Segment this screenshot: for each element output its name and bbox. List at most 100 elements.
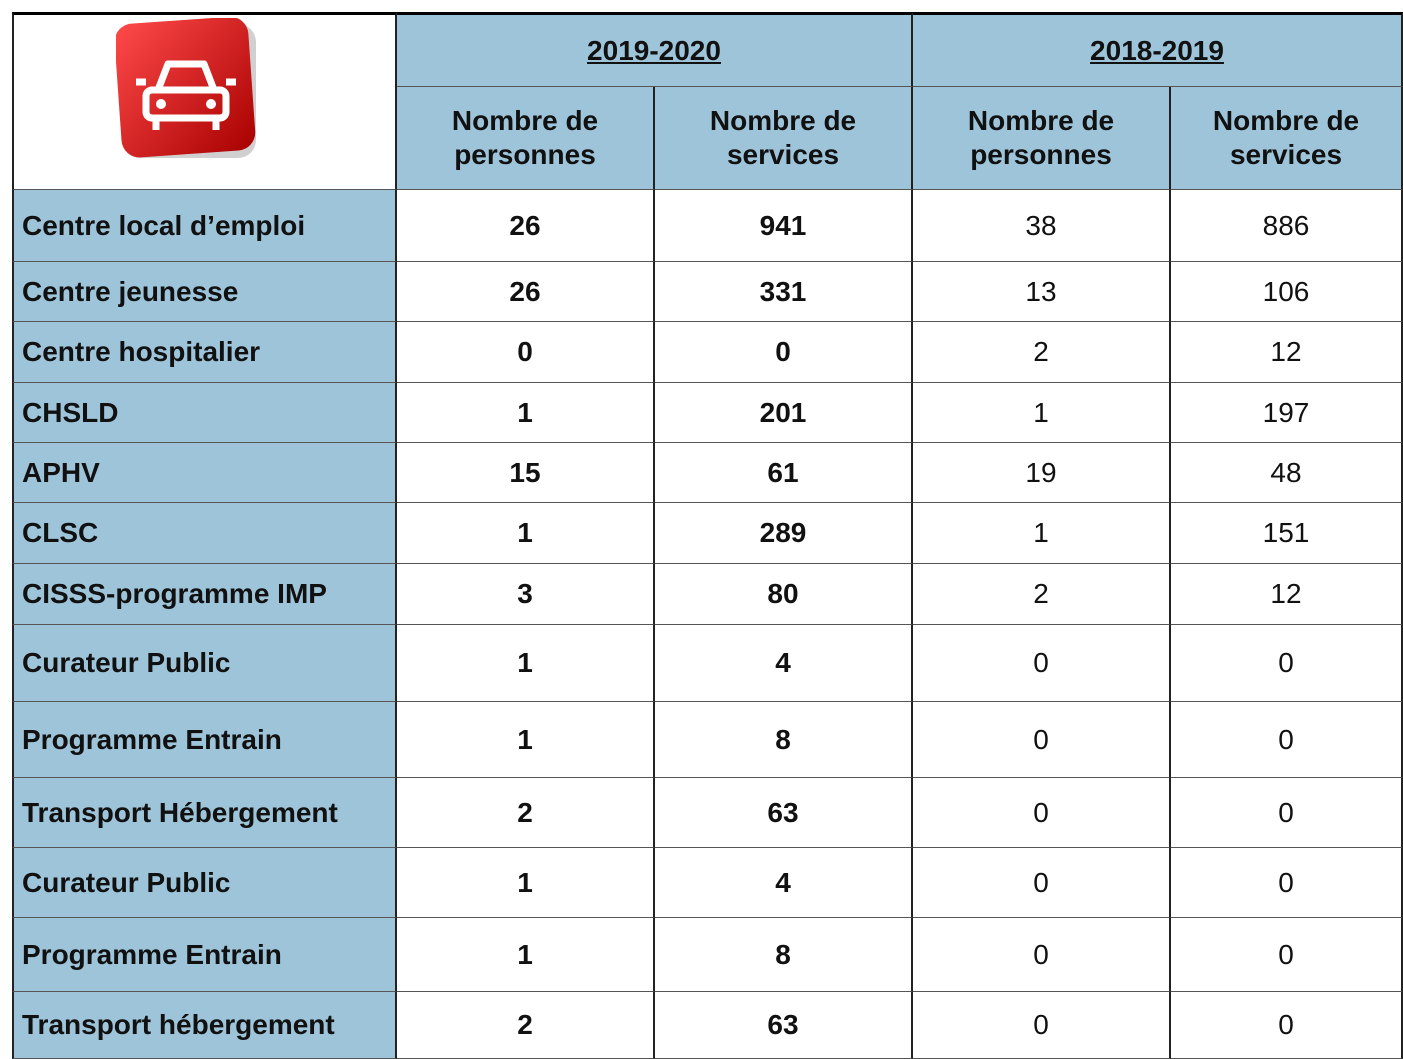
cell-text: 1: [1033, 396, 1049, 428]
value-cell: 201: [655, 383, 913, 443]
cell-text: 2: [1033, 336, 1049, 368]
cell-text: Curateur Public: [22, 647, 231, 679]
cell-text: Programme Entrain: [22, 723, 282, 755]
value-cell: 2: [913, 322, 1171, 383]
value-cell: 151: [1171, 503, 1403, 564]
cell-text: CISSS-programme IMP: [22, 578, 327, 610]
group-header: 2018-2019: [913, 12, 1403, 87]
cell-text: 2: [1033, 578, 1049, 610]
value-cell: 8: [655, 918, 913, 992]
cell-text: 63: [767, 796, 799, 828]
value-cell: 4: [655, 848, 913, 918]
cell-text: 1: [517, 517, 533, 549]
cell-text: 1: [517, 866, 533, 898]
cell-text: 1: [517, 396, 533, 428]
cell-text: Transport hébergement: [22, 1009, 335, 1041]
cell-text: 0: [775, 336, 791, 368]
cell-text: 0: [1033, 723, 1049, 755]
column-header: Nombre de services: [1171, 87, 1403, 190]
cell-text: 15: [509, 456, 541, 488]
cell-text: 8: [775, 938, 791, 970]
value-cell: 1: [397, 918, 655, 992]
row-label: Transport Hébergement: [12, 778, 397, 848]
cell-text: 2018-2019: [1090, 34, 1224, 66]
cell-text: 0: [1278, 1009, 1294, 1041]
row-label: Programme Entrain: [12, 918, 397, 992]
row-label: Centre local d’emploi: [12, 190, 397, 262]
value-cell: 1: [397, 625, 655, 702]
car-icon: [116, 18, 256, 158]
value-cell: 0: [913, 992, 1171, 1059]
column-header: Nombre de personnes: [397, 87, 655, 190]
value-cell: 12: [1171, 564, 1403, 625]
value-cell: 0: [913, 702, 1171, 778]
row-label: APHV: [12, 443, 397, 503]
cell-text: 13: [1025, 275, 1057, 307]
row-label: Transport hébergement: [12, 992, 397, 1059]
cell-text: 941: [759, 209, 807, 241]
cell-text: 151: [1262, 517, 1310, 549]
cell-text: 0: [1278, 866, 1294, 898]
value-cell: 63: [655, 778, 913, 848]
row-label: CHSLD: [12, 383, 397, 443]
cell-text: CHSLD: [22, 396, 119, 428]
row-label: CLSC: [12, 503, 397, 564]
value-cell: 289: [655, 503, 913, 564]
value-cell: 1: [913, 503, 1171, 564]
value-cell: 106: [1171, 262, 1403, 322]
cell-text: 48: [1270, 456, 1302, 488]
cell-text: 26: [509, 275, 541, 307]
value-cell: 1: [913, 383, 1171, 443]
row-label: Centre hospitalier: [12, 322, 397, 383]
value-cell: 0: [1171, 918, 1403, 992]
row-label: Curateur Public: [12, 625, 397, 702]
value-cell: 15: [397, 443, 655, 503]
value-cell: 2: [397, 992, 655, 1059]
cell-text: Nombre de services: [1212, 105, 1360, 170]
cell-text: Centre local d’emploi: [22, 209, 306, 241]
cell-text: 0: [1278, 647, 1294, 679]
value-cell: 1: [397, 383, 655, 443]
row-label: Curateur Public: [12, 848, 397, 918]
cell-text: Nombre de personnes: [967, 105, 1115, 170]
cell-text: 4: [775, 647, 791, 679]
value-cell: 941: [655, 190, 913, 262]
value-cell: 0: [1171, 702, 1403, 778]
value-cell: 0: [913, 848, 1171, 918]
cell-text: 197: [1262, 396, 1310, 428]
value-cell: 19: [913, 443, 1171, 503]
cell-text: CLSC: [22, 517, 99, 549]
cell-text: 80: [767, 578, 799, 610]
cell-text: 106: [1262, 275, 1310, 307]
cell-text: 8: [775, 723, 791, 755]
cell-text: Centre hospitalier: [22, 336, 261, 368]
group-header: 2019-2020: [397, 12, 913, 87]
cell-text: 38: [1025, 209, 1057, 241]
value-cell: 886: [1171, 190, 1403, 262]
value-cell: 0: [1171, 625, 1403, 702]
value-cell: 0: [1171, 778, 1403, 848]
cell-text: 289: [759, 517, 807, 549]
cell-text: 331: [759, 275, 807, 307]
cell-text: 4: [775, 866, 791, 898]
value-cell: 1: [397, 702, 655, 778]
cell-text: 2: [517, 796, 533, 828]
cell-text: 12: [1270, 336, 1302, 368]
cell-text: 12: [1270, 578, 1302, 610]
cell-text: 0: [1278, 938, 1294, 970]
value-cell: 26: [397, 262, 655, 322]
cell-text: 0: [1278, 796, 1294, 828]
value-cell: 13: [913, 262, 1171, 322]
cell-text: Transport Hébergement: [22, 796, 338, 828]
value-cell: 2: [397, 778, 655, 848]
column-header: Nombre de services: [655, 87, 913, 190]
value-cell: 80: [655, 564, 913, 625]
value-cell: 0: [1171, 848, 1403, 918]
value-cell: 4: [655, 625, 913, 702]
value-cell: 331: [655, 262, 913, 322]
row-label: Centre jeunesse: [12, 262, 397, 322]
cell-text: 19: [1025, 456, 1057, 488]
cell-text: Programme Entrain: [22, 938, 282, 970]
cell-text: APHV: [22, 456, 100, 488]
